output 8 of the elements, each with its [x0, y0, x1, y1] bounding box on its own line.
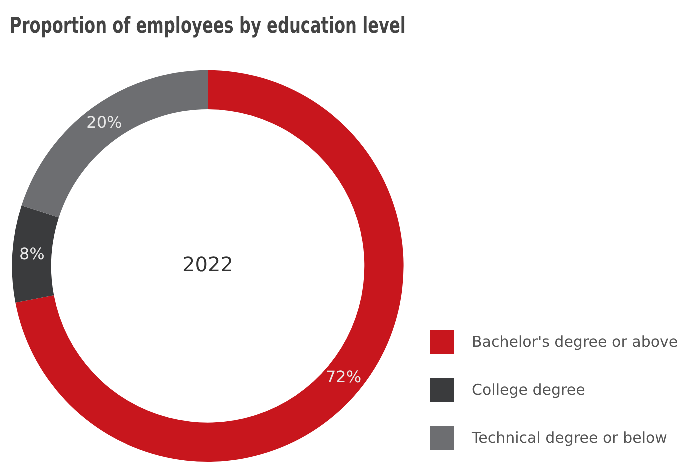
chart-title: Proportion of employees by education level [10, 12, 406, 39]
legend-label: Technical degree or below [472, 429, 668, 447]
legend-label: College degree [472, 381, 586, 399]
text: 2022 [182, 252, 234, 276]
data-label: 8% [19, 244, 45, 264]
legend-label: Bachelor's degree or above [472, 333, 678, 351]
data-label: 20% [86, 112, 122, 132]
data-label: 72% [326, 368, 362, 387]
